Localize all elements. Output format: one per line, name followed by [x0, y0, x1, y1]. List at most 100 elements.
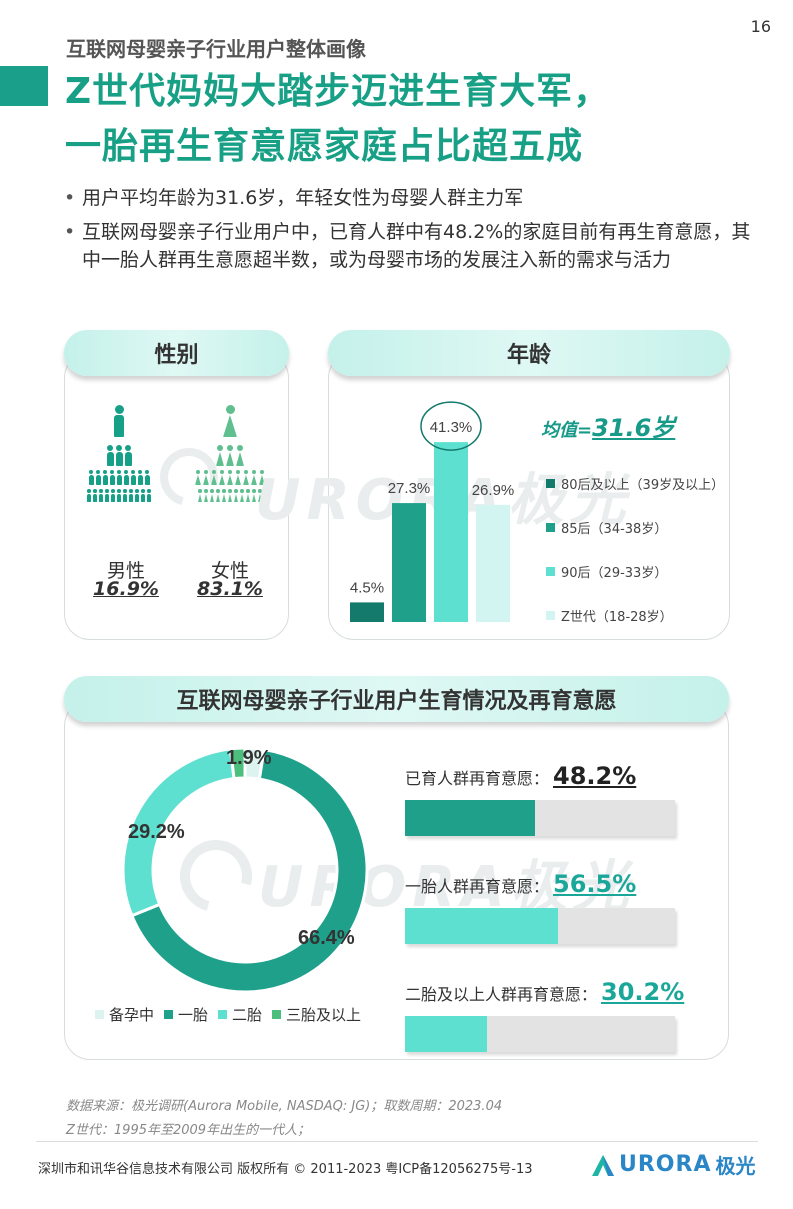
- age-bar: [434, 442, 468, 622]
- people-row: [88, 470, 150, 485]
- female-person-icon: [198, 489, 202, 502]
- female-person-icon: [236, 445, 244, 466]
- aurora-logo-cn: 极光: [715, 1154, 756, 1178]
- male-person-icon: [88, 470, 94, 485]
- female-person-icon: [252, 489, 256, 502]
- aurora-logo-icon: [592, 1154, 614, 1176]
- male-person-icon: [116, 470, 122, 485]
- female-person-icon: [240, 489, 244, 502]
- female-person-icon: [227, 470, 233, 485]
- rebirth-wish-label: 已育人群再育意愿：: [405, 769, 550, 788]
- age-legend: 80后及以上（39岁及以上） 85后（34-38岁） 90后（29-33岁） Z世代（…: [546, 474, 724, 650]
- donut-slice-label: 1.9%: [226, 747, 272, 769]
- male-person-icon: [106, 445, 114, 466]
- rebirth-wish-item: 二胎及以上人群再育意愿： 30.2%: [405, 978, 685, 1052]
- rebirth-wish-item: 已育人群再育意愿： 48.2%: [405, 762, 685, 836]
- female-person-icon: [204, 489, 208, 502]
- rebirth-wish-bar-fill: [405, 908, 558, 944]
- age-bar-chart: 4.5% 27.3% 41.3% 26.9%: [350, 401, 514, 622]
- female-person-icon: [219, 470, 225, 485]
- female-person-icon: [234, 489, 238, 502]
- legend-label: Z世代（18-28岁）: [561, 610, 673, 625]
- bullet-item: 用户平均年龄为31.6岁，年轻女性为母婴人群主力军: [64, 184, 754, 212]
- legend-swatch: [218, 1010, 228, 1019]
- rebirth-wish-bar-track: [405, 800, 675, 836]
- legend-swatch: [546, 523, 555, 532]
- female-person-icon: [259, 470, 265, 485]
- male-person-icon: [130, 470, 136, 485]
- age-average-value: 31.6岁: [592, 414, 676, 442]
- donut-slice-label: 66.4%: [298, 927, 355, 949]
- female-person-icon: [211, 470, 217, 485]
- male-person-icon: [123, 470, 129, 485]
- female-person-icon: [203, 470, 209, 485]
- male-value: 16.9%: [93, 578, 159, 600]
- bullet-list: 用户平均年龄为31.6岁，年轻女性为母婴人群主力军 互联网母婴亲子行业用户中，已…: [64, 184, 754, 280]
- aurora-logo-text: URORA: [619, 1152, 712, 1177]
- legend-label: 备孕中: [109, 1006, 155, 1024]
- gender-panel-title: 性别: [64, 330, 289, 376]
- age-bar: [476, 504, 510, 622]
- male-person-icon: [114, 405, 124, 437]
- age-bar: [392, 503, 426, 622]
- age-panel-title: 年龄: [328, 330, 730, 376]
- female-person-icon: [243, 470, 249, 485]
- female-person-icon: [251, 470, 257, 485]
- legend-swatch: [546, 479, 555, 488]
- data-source: 数据来源：极光调研(Aurora Mobile, NASDAQ: JG)；取数周…: [66, 1099, 503, 1114]
- legend-label: 二胎: [232, 1006, 263, 1024]
- female-person-icon: [246, 489, 250, 502]
- legend-label: 85后（34-38岁）: [561, 522, 668, 537]
- female-person-icon: [258, 489, 262, 502]
- rebirth-wish-list: 已育人群再育意愿： 48.2% 一胎人群再育意愿： 56.5% 二胎及以上人群再育意愿：…: [405, 762, 685, 1052]
- donut-legend-item: 备孕中: [95, 1004, 154, 1025]
- legend-swatch: [272, 1010, 282, 1019]
- male-person-icon: [109, 470, 115, 485]
- female-person-icon: [228, 489, 232, 502]
- people-row: [114, 405, 124, 437]
- people-row: [195, 470, 265, 485]
- male-person-icon: [102, 470, 108, 485]
- age-bar-label: 27.3%: [388, 480, 431, 497]
- male-person-icon: [124, 445, 132, 466]
- age-legend-item: Z世代（18-28岁）: [546, 606, 724, 625]
- footer-divider: [36, 1141, 758, 1142]
- rebirth-wish-label: 二胎及以上人群再育意愿：: [405, 985, 598, 1004]
- legend-label: 一胎: [178, 1006, 209, 1024]
- people-row: [223, 405, 237, 437]
- male-person-icon: [144, 470, 150, 485]
- male-person-icon: [93, 489, 97, 502]
- male-label: 男性: [106, 560, 145, 582]
- age-average: 均值=31.6岁: [541, 408, 675, 443]
- legend-label: 三胎及以上: [286, 1006, 362, 1024]
- legend-swatch: [546, 611, 555, 620]
- page-subtitle: 互联网母婴亲子行业用户整体画像: [66, 37, 366, 61]
- fertility-panel-title: 互联网母婴亲子行业用户生育情况及再育意愿: [64, 676, 729, 722]
- female-person-icon: [222, 489, 226, 502]
- male-person-icon: [129, 489, 133, 502]
- donut-slice: [129, 747, 369, 994]
- age-legend-item: 90后（29-33岁）: [546, 562, 724, 581]
- male-person-icon: [99, 489, 103, 502]
- male-person-icon: [141, 489, 145, 502]
- female-person-icon: [235, 470, 241, 485]
- male-person-icon: [123, 489, 127, 502]
- legend-label: 90后（29-33岁）: [561, 566, 668, 581]
- female-person-icon: [223, 405, 237, 437]
- male-person-icon: [95, 470, 101, 485]
- age-bar: [350, 602, 384, 622]
- female-person-icon: [226, 445, 234, 466]
- rebirth-wish-item: 一胎人群再育意愿： 56.5%: [405, 870, 685, 944]
- people-row: [87, 489, 151, 502]
- bullet-item: 互联网母婴亲子行业用户中，已育人群中有48.2%的家庭目前有再生育意愿，其中一胎…: [64, 218, 754, 274]
- male-person-icon: [115, 445, 123, 466]
- page-number: 16: [750, 17, 771, 36]
- gen-z-note: Z世代：1995年至2009年出生的一代人；: [66, 1123, 311, 1138]
- aurora-logo: URORA 极光: [590, 1150, 755, 1179]
- rebirth-wish-bar-fill: [405, 800, 536, 836]
- rebirth-wish-bar-fill: [405, 1016, 487, 1052]
- page-title-line-2: 一胎再生育意愿家庭占比超五成: [65, 126, 584, 167]
- male-people-icon: [84, 405, 154, 506]
- female-person-icon: [195, 470, 201, 485]
- fertility-panel: [64, 700, 729, 1060]
